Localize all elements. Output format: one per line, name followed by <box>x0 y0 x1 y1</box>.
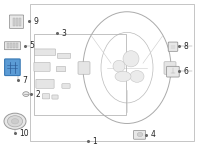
FancyBboxPatch shape <box>34 49 56 55</box>
Ellipse shape <box>113 60 125 72</box>
FancyBboxPatch shape <box>164 62 176 74</box>
Circle shape <box>4 113 26 129</box>
Bar <box>16 43 18 48</box>
Text: 9: 9 <box>33 17 38 26</box>
FancyBboxPatch shape <box>52 95 58 99</box>
Bar <box>16 18 18 26</box>
Circle shape <box>11 119 19 124</box>
FancyBboxPatch shape <box>167 66 179 77</box>
FancyBboxPatch shape <box>34 62 50 71</box>
Bar <box>13 43 15 48</box>
Text: 6: 6 <box>183 67 188 76</box>
FancyBboxPatch shape <box>134 130 146 139</box>
FancyBboxPatch shape <box>62 84 70 88</box>
Circle shape <box>23 92 29 96</box>
Bar <box>34 34 126 115</box>
Text: 7: 7 <box>22 76 27 85</box>
FancyBboxPatch shape <box>36 79 54 88</box>
Ellipse shape <box>115 71 131 82</box>
Bar <box>10 43 12 48</box>
FancyBboxPatch shape <box>4 42 21 50</box>
FancyBboxPatch shape <box>5 59 20 76</box>
Circle shape <box>7 116 23 127</box>
FancyBboxPatch shape <box>56 66 66 72</box>
Ellipse shape <box>123 51 139 67</box>
Bar <box>30 4 194 141</box>
Text: 4: 4 <box>150 130 155 139</box>
Ellipse shape <box>130 71 144 82</box>
Circle shape <box>137 132 143 137</box>
Text: 3: 3 <box>61 29 66 38</box>
Bar <box>13 18 15 26</box>
FancyBboxPatch shape <box>9 15 24 28</box>
Text: 5: 5 <box>29 41 34 50</box>
Text: 8: 8 <box>183 42 188 51</box>
FancyBboxPatch shape <box>78 62 90 74</box>
Text: 10: 10 <box>19 128 29 138</box>
Text: 2: 2 <box>35 90 40 99</box>
Bar <box>7 43 9 48</box>
FancyBboxPatch shape <box>42 94 50 99</box>
FancyBboxPatch shape <box>57 53 71 58</box>
Bar <box>19 18 21 26</box>
FancyBboxPatch shape <box>168 42 178 51</box>
Text: 1: 1 <box>92 137 97 146</box>
